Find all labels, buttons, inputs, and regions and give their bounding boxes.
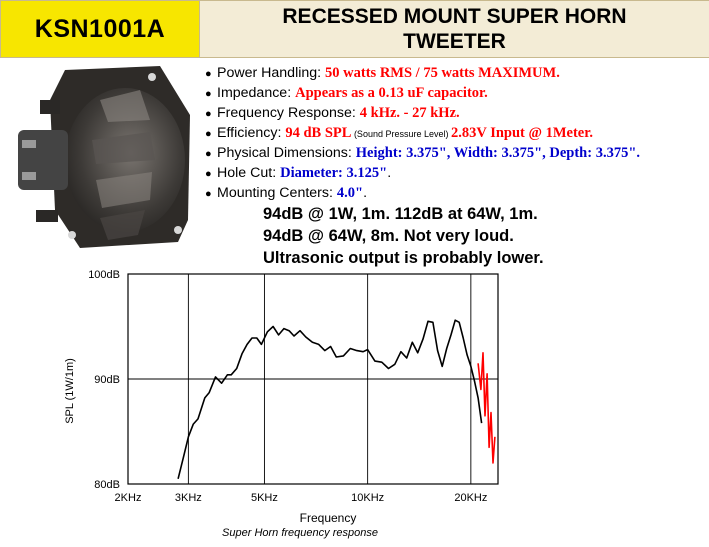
title-line-1: RECESSED MOUNT SUPER HORN xyxy=(282,5,627,28)
mount-hole xyxy=(148,73,156,81)
mount-hole xyxy=(68,231,76,239)
chart-caption: Super Horn frequency response xyxy=(222,527,378,539)
tweeter-photo xyxy=(18,66,190,248)
spec-efficiency: ● Efficiency: 94 dB SPL (Sound Pressure L… xyxy=(205,125,593,141)
note-line: Ultrasonic output is probably lower. xyxy=(263,249,544,267)
x-tick-label: 2KHz xyxy=(115,492,142,504)
spec-power-handling: ● Power Handling: 50 watts RMS / 75 watts… xyxy=(205,65,560,81)
title-line-2: TWEETER xyxy=(403,30,506,53)
y-tick-label: 100dB xyxy=(88,269,120,281)
spec-impedance: ● Impedance: Appears as a 0.13 uF capacit… xyxy=(205,85,488,101)
spec-hole-cut: ● Hole Cut: Diameter: 3.125". xyxy=(205,165,392,181)
x-tick-label: 3KHz xyxy=(175,492,202,504)
x-axis-label: Frequency xyxy=(300,511,357,525)
note-line: 94dB @ 64W, 8m. Not very loud. xyxy=(263,227,514,245)
model-number: KSN1001A xyxy=(34,14,166,43)
y-axis-label: SPL (1W/1m) xyxy=(64,358,76,424)
mount-hole xyxy=(174,226,182,234)
spec-list: ● Power Handling: 50 watts RMS / 75 watts… xyxy=(205,64,640,204)
spec-mounting-centers: ● Mounting Centers: 4.0". xyxy=(205,185,368,201)
frequency-response-chart: 2KHz 3KHz 5KHz 10KHz 20KHz 80dB 90dB 100dB SPL (… xyxy=(64,269,499,539)
driver-body xyxy=(18,130,68,190)
spec-frequency-response: ● Frequency Response: 4 kHz. - 27 kHz. xyxy=(205,105,460,121)
y-tick-label: 90dB xyxy=(94,374,120,386)
notes: 94dB @ 1W, 1m. 112dB at 64W, 1m. 94dB @ … xyxy=(263,203,544,269)
x-tick-label: 10KHz xyxy=(351,492,384,504)
x-tick-label: 20KHz xyxy=(454,492,487,504)
x-tick-label: 5KHz xyxy=(251,492,278,504)
spec-physical-dimensions: ● Physical Dimensions: Height: 3.375", Wi… xyxy=(205,145,641,161)
annotation-curve xyxy=(477,352,496,464)
response-curve xyxy=(177,319,483,479)
note-line: 94dB @ 1W, 1m. 112dB at 64W, 1m. xyxy=(263,205,538,223)
model-box: KSN1001A xyxy=(0,0,200,58)
y-tick-label: 80dB xyxy=(94,479,120,491)
title-box: RECESSED MOUNT SUPER HORN TWEETER xyxy=(200,0,709,58)
